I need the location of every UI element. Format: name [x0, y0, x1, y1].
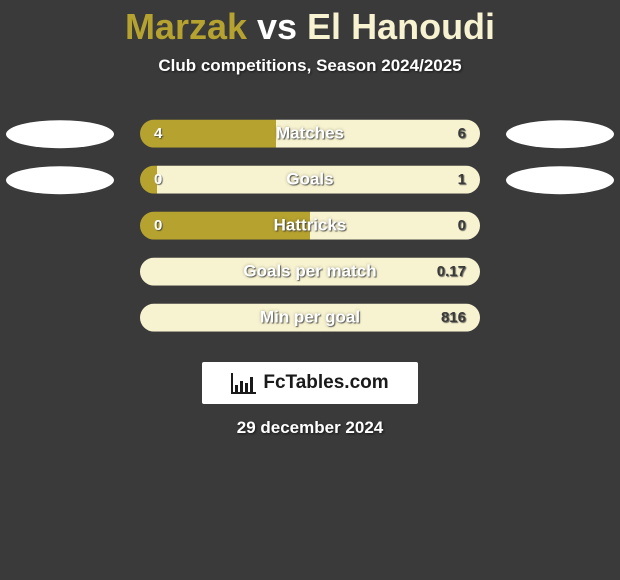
- stat-label: Hattricks: [274, 216, 347, 236]
- title-left-name: Marzak: [125, 6, 247, 47]
- stat-value-left: 4: [154, 125, 162, 142]
- stat-bar: Matches 4 6: [140, 120, 480, 148]
- right-ellipse: [506, 120, 614, 148]
- stat-row: Hattricks 0 0: [0, 206, 620, 252]
- stat-label: Goals: [286, 170, 333, 190]
- stat-row: Matches 4 6: [0, 114, 620, 160]
- stat-bar: Hattricks 0 0: [140, 212, 480, 240]
- stat-row: Goals 0 1: [0, 160, 620, 206]
- left-ellipse: [6, 166, 114, 194]
- stat-row: Min per goal 816: [0, 298, 620, 344]
- title-right-name: El Hanoudi: [307, 6, 495, 47]
- left-ellipse: [6, 120, 114, 148]
- stat-bar: Goals 0 1: [140, 166, 480, 194]
- stat-bar: Goals per match 0.17: [140, 258, 480, 286]
- stat-label: Min per goal: [260, 308, 360, 328]
- stat-value-right: 6: [458, 125, 466, 142]
- subtitle: Club competitions, Season 2024/2025: [0, 56, 620, 76]
- stat-value-left: 0: [154, 217, 162, 234]
- stat-label: Matches: [276, 124, 344, 144]
- date-text: 29 december 2024: [0, 418, 620, 438]
- stat-rows: Matches 4 6 Goals 0 1 Hattricks 0 0 Goals per mat…: [0, 114, 620, 344]
- stat-bar: Min per goal 816: [140, 304, 480, 332]
- brand-box: FcTables.com: [202, 362, 418, 404]
- stat-value-right: 816: [441, 309, 466, 326]
- stat-value-right: 1: [458, 171, 466, 188]
- stat-label: Goals per match: [243, 262, 376, 282]
- page-title: Marzak vs El Hanoudi: [0, 0, 620, 48]
- bar-chart-icon: [231, 372, 257, 394]
- stat-value-left: 0: [154, 171, 162, 188]
- comparison-infographic: Marzak vs El Hanoudi Club competitions, …: [0, 0, 620, 580]
- brand-text: FcTables.com: [263, 372, 388, 394]
- stat-value-right: 0.17: [437, 263, 466, 280]
- title-vs: vs: [247, 6, 307, 47]
- stat-row: Goals per match 0.17: [0, 252, 620, 298]
- stat-value-right: 0: [458, 217, 466, 234]
- right-ellipse: [506, 166, 614, 194]
